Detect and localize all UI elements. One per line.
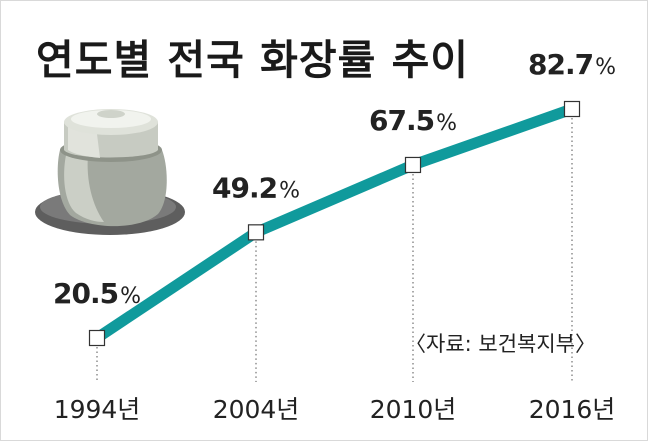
guide-lines: [96, 109, 573, 382]
x-tick-label-3: 2016년: [529, 395, 616, 424]
data-point-1: [247, 224, 265, 241]
data-label-1: 49.2%: [212, 171, 300, 204]
ceramic-urn-icon: [35, 109, 185, 235]
data-point-3: [563, 100, 581, 118]
series-line: [91, 103, 578, 344]
data-point-2: [404, 156, 422, 174]
data-point-0: [88, 329, 106, 347]
x-tick-label-0: 1994년: [54, 395, 141, 424]
data-label-0: 20.5%: [53, 277, 141, 310]
chart-title: 연도별 전국 화장률 추이: [36, 36, 470, 84]
x-tick-label-1: 2004년: [213, 395, 300, 424]
data-label-2: 67.5%: [369, 104, 457, 137]
data-label-3: 82.7%: [528, 48, 616, 81]
x-tick-label-2: 2010년: [370, 395, 457, 424]
x-axis-ticks: 1994년 2004년 2010년 2016년: [54, 395, 616, 424]
data-labels: 20.5% 49.2% 67.5% 82.7%: [53, 48, 616, 310]
source-note: 〈자료: 보건복지부〉: [405, 332, 596, 356]
data-markers: [88, 100, 581, 347]
